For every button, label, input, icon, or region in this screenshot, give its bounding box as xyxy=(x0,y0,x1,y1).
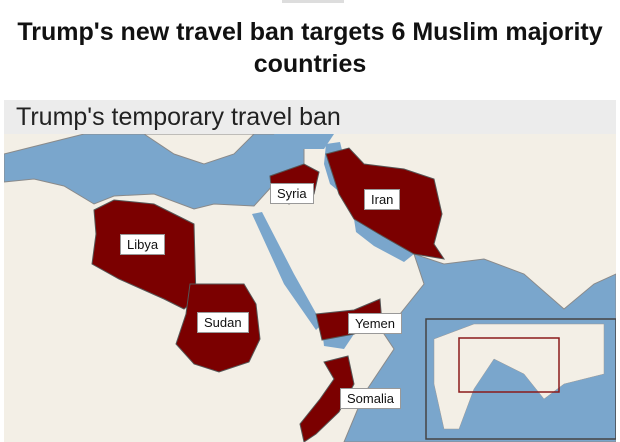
label-syria: Syria xyxy=(270,183,314,204)
label-sudan: Sudan xyxy=(197,312,249,333)
inset-highlight-frame xyxy=(458,337,560,393)
red-sea xyxy=(252,212,322,330)
label-iran: Iran xyxy=(364,189,401,210)
persian-gulf xyxy=(354,219,414,262)
label-yemen: Yemen xyxy=(348,313,402,334)
travel-ban-map xyxy=(4,134,616,442)
inset-locator-map xyxy=(425,318,616,440)
label-libya: Libya xyxy=(120,234,166,255)
map-title: Trump's temporary travel ban xyxy=(16,103,341,131)
top-bar xyxy=(282,0,344,3)
black-sea xyxy=(274,134,334,149)
headline: Trump's new travel ban targets 6 Muslim … xyxy=(17,18,603,78)
somalia xyxy=(299,355,355,442)
europe-land xyxy=(143,134,255,165)
label-somalia: Somalia xyxy=(340,388,401,409)
map-title-band: Trump's temporary travel ban xyxy=(4,100,616,134)
